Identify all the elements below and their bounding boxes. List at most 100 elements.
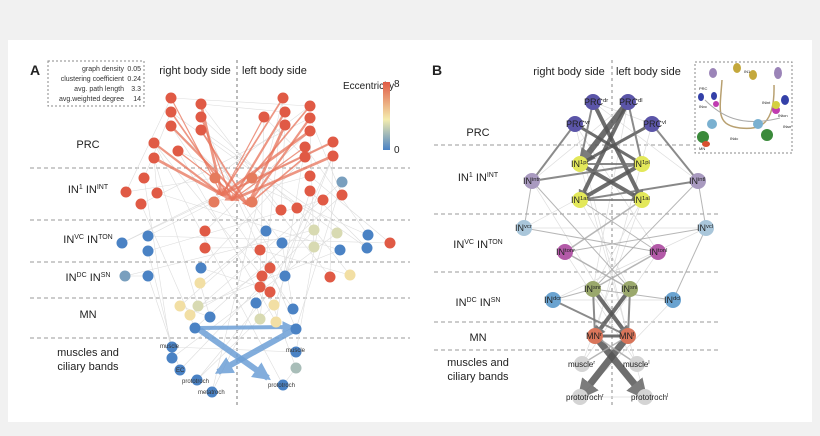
panel-b-letter: B [432, 62, 442, 78]
network-node [195, 262, 207, 274]
network-edge [574, 123, 659, 253]
node-label-PRCdl: PRCdl [619, 97, 643, 107]
network-node [166, 352, 178, 364]
network-edge [200, 129, 249, 206]
network-edge [171, 232, 338, 359]
network-node [165, 106, 177, 118]
network-node [120, 186, 132, 198]
network-node [206, 386, 218, 398]
row-label-3: INDC INSN [456, 297, 501, 309]
node-MNr [587, 328, 603, 344]
network-node [208, 196, 220, 208]
node-label-IN1al: IN1al [633, 195, 650, 205]
node-INtonr [557, 244, 573, 260]
inset-cell [713, 101, 719, 107]
row-label-4: MN [79, 309, 96, 321]
network-node [166, 341, 178, 353]
network-node [189, 322, 201, 334]
stats-box [47, 60, 145, 107]
network-node [142, 230, 154, 242]
inset-cell [707, 119, 717, 129]
network-node [256, 270, 268, 282]
network-edge-INintr-IN1pl [531, 161, 644, 182]
row-labels-b: PRC IN1 ININT INVC INTON INDC INSN MN muscles… [447, 127, 509, 383]
network-edge [194, 194, 343, 329]
network-edge [153, 156, 234, 202]
inset-cell [753, 119, 763, 129]
stat-value: 3.3 [131, 86, 141, 93]
node-label-INintl: INintl [689, 176, 705, 186]
inset-labels: IN1 PRC INvc INton INsn MN INint INdc [699, 69, 791, 151]
network-node [192, 300, 204, 312]
network-node [172, 145, 184, 157]
network-node [276, 237, 288, 249]
network-node [138, 172, 150, 184]
node-MNl [620, 328, 636, 344]
network-node [174, 364, 186, 376]
network-edge [581, 251, 659, 365]
stat-label: avg.weighted degree [59, 96, 124, 103]
network-node [331, 227, 343, 239]
network-edge [189, 181, 343, 316]
network-node [299, 141, 311, 153]
network-node [194, 277, 206, 289]
inset-cell [697, 131, 709, 143]
node-INdcr [545, 292, 561, 308]
stat-label: avg. path length [74, 86, 124, 93]
network-edge [147, 201, 215, 237]
network-node [362, 229, 374, 241]
inset-label: PRC [699, 86, 708, 91]
node-INintr [524, 173, 540, 189]
row-labels: PRC IN1 ININT INVC INTON INDC INSN MN muscles… [57, 139, 119, 373]
network-node [254, 281, 266, 293]
node-label-INsnr: INsnr [584, 284, 601, 294]
node-label-prototroch-r: prototroch [182, 379, 209, 385]
network-edge-INtonr-INsnl [564, 251, 631, 290]
network-node [142, 270, 154, 282]
row-label-1: IN1 ININT [68, 184, 109, 196]
network-node [135, 198, 147, 210]
network-edge-PRCdl-IN1pr [577, 100, 631, 167]
network-edge [153, 142, 224, 196]
inset-label: INdc [730, 136, 738, 141]
colorbar-min: 0 [394, 145, 400, 156]
node-INsnr [585, 281, 601, 297]
inset-cell [702, 141, 710, 147]
inset-cell [733, 63, 741, 73]
panel-a-background [28, 58, 413, 408]
node-PRCdr [585, 94, 601, 110]
network-node [324, 271, 336, 283]
network-node [250, 297, 262, 309]
network-edge [211, 302, 257, 393]
network-node [336, 189, 348, 201]
network-node [151, 187, 163, 199]
network-a-node-labels: muscle muscle EC prototroch prototroch m… [160, 344, 306, 396]
node-label-INvcr: INvcr [515, 223, 532, 233]
network-edge [329, 141, 334, 278]
row-label-2: INVC INTON [63, 234, 112, 246]
network-node [119, 270, 131, 282]
node-INintl [690, 173, 706, 189]
network-edge-MNr-prototrochl [592, 333, 648, 401]
network-node [327, 150, 339, 162]
network-edge-IN1ar-INtonl [579, 199, 659, 253]
inset-label: INsn [783, 124, 791, 129]
network-edge [200, 103, 286, 113]
network-edge [211, 97, 284, 393]
colorbar-max: 8 [394, 79, 400, 90]
inset-cell [774, 67, 782, 79]
network-edge [220, 129, 311, 197]
network-b-nodes: PRCdr PRCdl PRCvr PRCvl IN1pr IN1pl IN1ar IN1al… [515, 94, 714, 405]
inset-cell [761, 129, 773, 141]
node-PRCvl [644, 116, 660, 132]
network-edge-INintr-INsnl [531, 180, 631, 290]
node-label-INtonl: INtonl [649, 247, 667, 257]
network-a-edges [121, 97, 391, 393]
network-node [148, 137, 160, 149]
node-prototrochr [572, 389, 588, 405]
node-IN1pr [572, 156, 588, 172]
node-prototrochl [637, 389, 653, 405]
inset-label: MN [699, 146, 705, 151]
